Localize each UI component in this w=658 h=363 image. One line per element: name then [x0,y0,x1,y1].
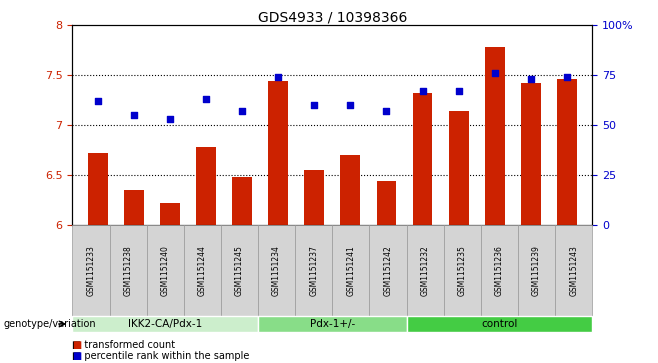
Point [92,98,103,104]
Bar [376,181,396,225]
Text: GSM1151243: GSM1151243 [569,245,578,296]
Bar [196,147,216,225]
Point [309,102,320,108]
Point [562,74,572,80]
Text: genotype/variation: genotype/variation [3,319,96,329]
Point [273,74,284,80]
Point [128,113,139,118]
Text: ■: ■ [72,340,82,350]
Text: GSM1151242: GSM1151242 [384,245,392,296]
Bar [557,79,577,225]
Text: ■ percentile rank within the sample: ■ percentile rank within the sample [72,351,250,361]
Text: control: control [481,319,518,329]
Bar [340,155,361,225]
Text: GSM1151236: GSM1151236 [495,245,504,296]
Bar [449,111,468,225]
Point [164,116,175,122]
Text: Pdx-1+/-: Pdx-1+/- [310,319,355,329]
Text: ■ transformed count: ■ transformed count [72,340,176,350]
Bar [124,190,143,225]
Point [381,108,392,114]
Text: GSM1151234: GSM1151234 [272,245,281,296]
Text: GSM1151232: GSM1151232 [420,245,430,296]
Bar [413,93,432,225]
Text: GSM1151238: GSM1151238 [124,245,132,296]
Point [237,108,247,114]
Text: GSM1151245: GSM1151245 [235,245,244,296]
Text: ■: ■ [72,351,82,361]
Point [490,70,500,76]
Bar [232,177,252,225]
Bar [485,47,505,225]
Point [417,88,428,94]
Text: GSM1151240: GSM1151240 [161,245,170,296]
Point [345,102,355,108]
Bar [268,81,288,225]
Text: GSM1151233: GSM1151233 [86,245,95,296]
Text: IKK2-CA/Pdx-1: IKK2-CA/Pdx-1 [128,319,202,329]
Text: GSM1151241: GSM1151241 [346,245,355,296]
Text: GDS4933 / 10398366: GDS4933 / 10398366 [257,11,407,25]
Text: GSM1151239: GSM1151239 [532,245,541,296]
Bar [304,170,324,225]
Bar [160,203,180,225]
Text: GSM1151244: GSM1151244 [198,245,207,296]
Point [453,88,464,94]
Text: GSM1151235: GSM1151235 [458,245,467,296]
Point [201,96,211,102]
Bar [521,83,541,225]
Point [526,76,536,82]
Text: GSM1151237: GSM1151237 [309,245,318,296]
Bar [88,153,107,225]
